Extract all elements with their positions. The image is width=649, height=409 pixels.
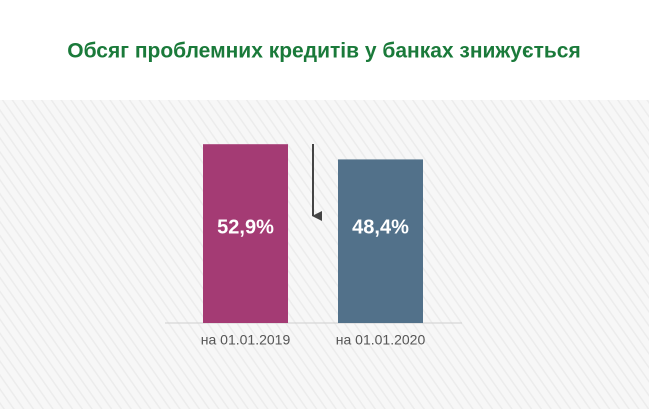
value-label: 48,4% — [352, 216, 409, 238]
value-label: 52,9% — [217, 216, 274, 238]
bar — [338, 159, 423, 323]
x-tick-label: на 01.01.2019 — [201, 332, 291, 348]
bar — [203, 144, 288, 323]
background — [0, 100, 649, 409]
x-tick-label: на 01.01.2020 — [336, 332, 426, 348]
chart-title: Обсяг проблемних кредитів у банках знижу… — [67, 40, 580, 63]
